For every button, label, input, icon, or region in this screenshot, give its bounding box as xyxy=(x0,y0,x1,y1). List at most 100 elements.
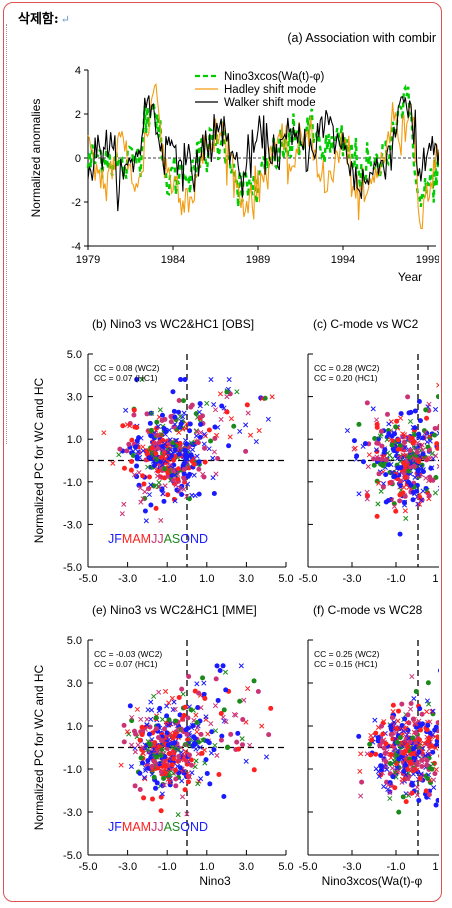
scatter-cross-point xyxy=(154,473,161,479)
scatter-dot-point xyxy=(235,730,241,736)
scatter-cross-point xyxy=(188,725,195,731)
scatter-dot-point xyxy=(173,783,179,789)
scatter-cross-point xyxy=(148,699,154,705)
scatter-dot-point xyxy=(380,731,386,737)
scatter-dot-point xyxy=(136,482,142,488)
scatter-dot-point xyxy=(172,731,178,737)
scatter-cross-point xyxy=(129,742,135,748)
scatter-dot-point xyxy=(410,497,416,503)
scatter-dot-point xyxy=(215,697,221,703)
scatter-dot-point xyxy=(203,757,209,763)
scatter-dot-point xyxy=(186,673,192,679)
scatter-cross-point xyxy=(181,757,187,763)
scatter-dot-point xyxy=(158,808,164,814)
scatter-cc-annotation: CC = 0.28 (WC2) xyxy=(314,363,380,373)
scatter-cross-point xyxy=(213,471,219,477)
scatter-cross-point xyxy=(184,811,190,817)
scatter-cross-point xyxy=(172,453,178,459)
scatter-dot-point xyxy=(161,775,167,781)
scatter-dot-point xyxy=(426,735,432,741)
scatter-cross-point xyxy=(160,747,166,753)
scatter-dot-point xyxy=(148,427,154,433)
scatter-dot-point xyxy=(121,739,127,745)
scatter-cross-point xyxy=(160,454,166,460)
scatter-cross-point xyxy=(424,439,430,445)
scatter-dot-point xyxy=(435,720,439,726)
scatter-cross-point xyxy=(204,400,210,406)
scatter-cross-point xyxy=(433,745,439,751)
scatter-dot-point xyxy=(405,712,411,718)
scatter-cross-point xyxy=(243,758,249,764)
scatter-dot-point xyxy=(217,667,223,673)
scatter-dot-point xyxy=(395,446,401,452)
scatter-cross-point xyxy=(381,719,387,725)
month-letter: S xyxy=(172,532,180,546)
scatter-dot-point xyxy=(389,731,395,737)
scatter-cross-point xyxy=(402,757,408,763)
scatter-cross-point xyxy=(263,754,270,760)
scatter-dot-point xyxy=(424,415,430,421)
scatter-cross-point xyxy=(394,765,400,771)
scatter-dot-point xyxy=(408,482,414,488)
scatter-cross-point xyxy=(432,490,438,496)
scatter-dot-point xyxy=(426,792,432,798)
scatter-cross-point xyxy=(210,475,216,481)
scatter-dot-point xyxy=(146,474,152,480)
scatter-dot-point xyxy=(402,762,408,768)
scatter-dot-point xyxy=(181,471,187,477)
scatter-xtick-label: 3.0 xyxy=(239,573,254,585)
scatter-dot-point xyxy=(187,421,193,427)
scatter-cc-annotation: CC = 0.07 (HC1) xyxy=(94,659,158,669)
scatter-cross-point xyxy=(411,695,417,702)
scatter-cross-point xyxy=(158,439,164,445)
scatter-dot-point xyxy=(371,456,377,462)
panel-a-ytick-label: 4 xyxy=(75,65,81,77)
scatter-dot-point xyxy=(425,722,431,728)
scatter-cross-point xyxy=(143,518,149,524)
scatter-cross-point xyxy=(403,772,409,778)
scatter-cross-point xyxy=(210,455,216,461)
scatter-dot-point xyxy=(224,389,230,395)
scatter-dot-point xyxy=(196,459,202,465)
scatter-cross-point xyxy=(429,732,436,738)
scatter-cross-point xyxy=(424,698,430,704)
scatter-title: (f) C-mode vs WC28 xyxy=(313,603,423,617)
scatter-cross-point xyxy=(401,484,407,490)
scatter-dot-point xyxy=(170,389,176,395)
scatter-cross-point xyxy=(226,377,232,383)
scatter-cross-point xyxy=(169,766,175,772)
scatter-dot-point xyxy=(401,750,407,756)
scatter-cross-point xyxy=(389,765,395,771)
scatter-dot-point xyxy=(413,730,419,736)
scatter-cross-point xyxy=(124,422,130,428)
scatter-dot-point xyxy=(400,794,406,800)
scatter-cross-point xyxy=(194,429,200,435)
scatter-dot-point xyxy=(399,701,405,707)
scatter-cross-point xyxy=(215,424,221,430)
scatter-cross-point xyxy=(191,472,197,478)
scatter-xtick-label: 1.0 xyxy=(199,573,214,585)
month-letter: N xyxy=(190,532,199,546)
scatter-cross-point xyxy=(198,776,204,782)
scatter-cross-point xyxy=(200,738,206,744)
scatter-dot-point xyxy=(159,737,165,743)
scatter-dot-point xyxy=(393,424,399,430)
scatter-xtick-label: 3.0 xyxy=(239,861,254,873)
scatter-dot-point xyxy=(255,689,261,695)
scatter-cross-point xyxy=(164,703,170,709)
scatter-cross-point xyxy=(385,782,392,788)
scatter-cross-point xyxy=(420,467,426,473)
scatter-dot-point xyxy=(243,448,249,454)
scatter-dot-point xyxy=(433,802,439,808)
scatter-cross-point xyxy=(407,418,414,424)
scatter-cross-point xyxy=(188,440,194,446)
scatter-dot-point xyxy=(173,718,179,724)
scatter-ylabel: Normalized PC for WC and HC xyxy=(32,377,46,543)
scatter-dot-point xyxy=(221,793,227,799)
scatter-cross-point xyxy=(142,776,148,782)
scatter-dot-point xyxy=(117,446,123,452)
scatter-cross-point xyxy=(171,699,177,705)
scatter-dot-point xyxy=(398,465,404,471)
scatter-dot-point xyxy=(212,435,218,441)
